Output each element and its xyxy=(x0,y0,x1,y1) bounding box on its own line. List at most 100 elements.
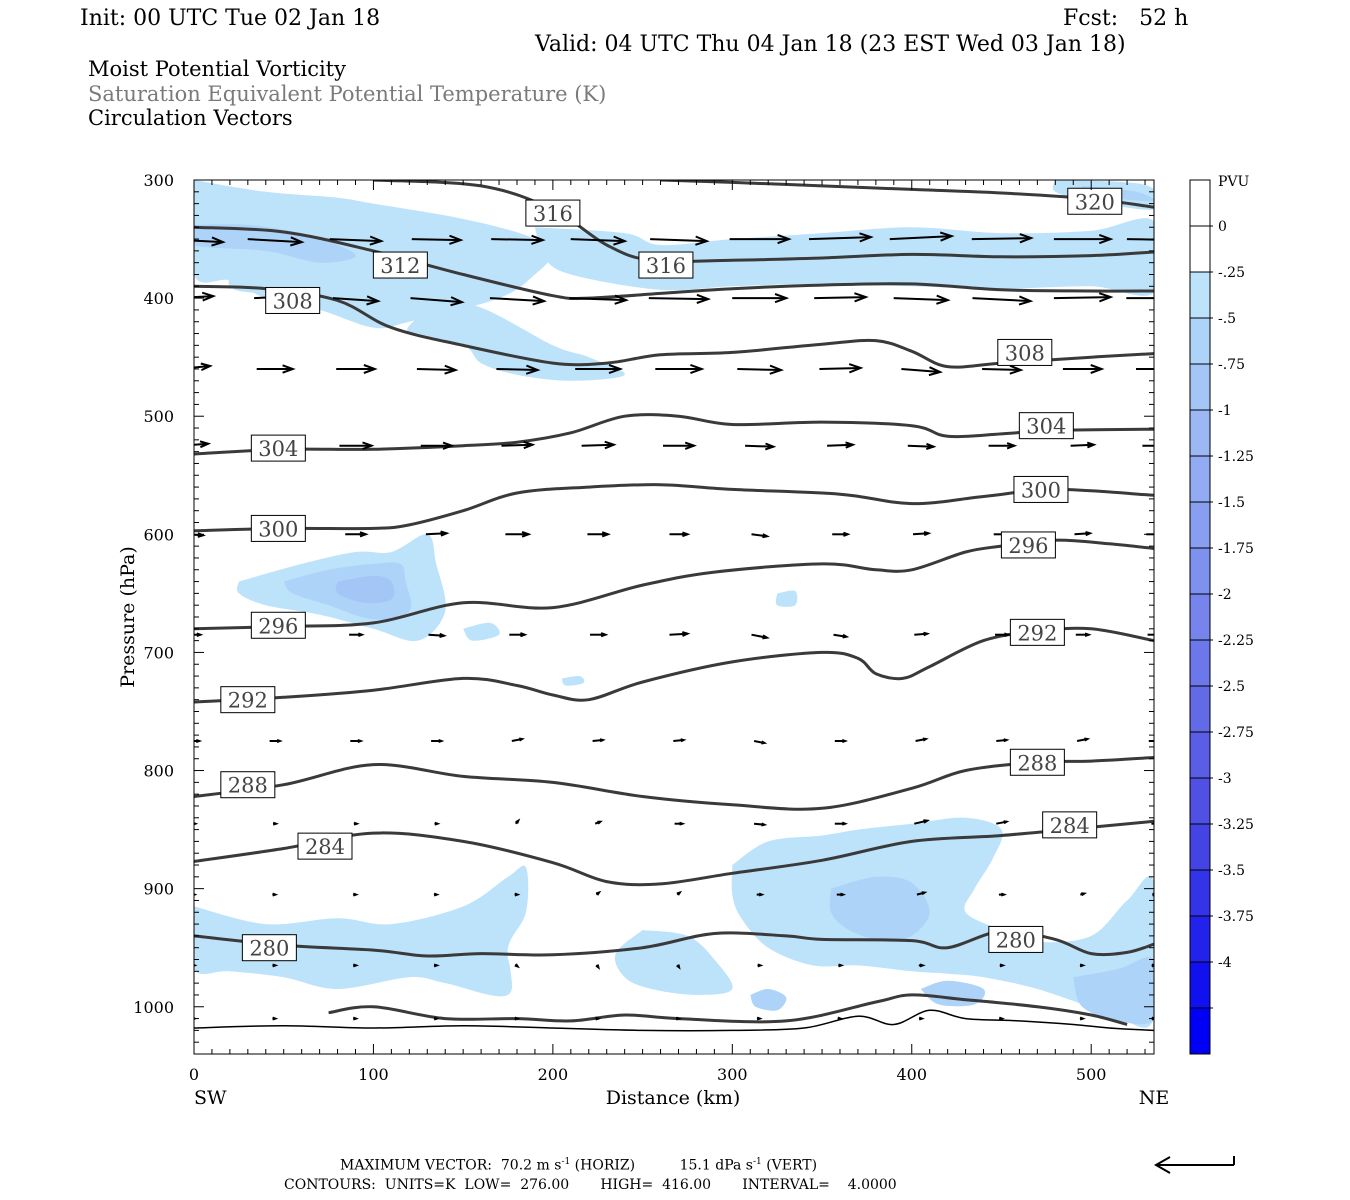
svg-text:300: 300 xyxy=(1021,478,1061,502)
max-vector-horiz: 70.2 m s xyxy=(500,1157,562,1174)
vector-1-9 xyxy=(893,294,951,305)
mpv-region-15 xyxy=(731,817,1154,1028)
vector-1-11 xyxy=(1053,292,1114,303)
x-tick-label-0: 0 xyxy=(189,1065,199,1084)
svg-text:288: 288 xyxy=(1017,751,1057,775)
colorbar-swatch-14 xyxy=(1190,824,1210,870)
vector-0-0 xyxy=(194,236,226,247)
contour-label-304-0: 304 xyxy=(250,434,306,462)
vector-3-3 xyxy=(420,441,455,450)
vector-4-3 xyxy=(425,530,450,537)
colorbar-swatch-11 xyxy=(1190,686,1210,732)
vector-0-8 xyxy=(808,232,874,243)
x-axis-right-label: NE xyxy=(1139,1087,1170,1109)
vector-2-7 xyxy=(737,364,785,375)
vector-6-5 xyxy=(592,738,606,743)
svg-text:312: 312 xyxy=(380,254,420,278)
vector-3-5 xyxy=(581,440,617,450)
contour-label-284-1: 284 xyxy=(1042,811,1098,839)
vector-8-12 xyxy=(1152,892,1154,897)
vector-2-2 xyxy=(336,364,378,374)
vector-1-0 xyxy=(194,291,217,302)
vector-1-4 xyxy=(489,295,548,306)
vector-7-12 xyxy=(1151,822,1154,826)
vector-9-10 xyxy=(999,963,1006,968)
vector-2-5 xyxy=(575,363,624,375)
colorbar-swatch-10 xyxy=(1190,640,1210,686)
vector-9-6 xyxy=(676,964,681,970)
mpv-region-17 xyxy=(1073,957,1154,1025)
colorbar-swatch-0 xyxy=(1190,180,1210,226)
colorbar-swatch-6 xyxy=(1190,456,1210,502)
vector-1-6 xyxy=(648,293,712,304)
y-tick-label-900: 900 xyxy=(143,880,174,899)
colorbar-swatch-16 xyxy=(1190,916,1210,962)
contour-label-288-1: 288 xyxy=(1009,748,1065,776)
vector-7-5 xyxy=(594,820,603,825)
contour-316 xyxy=(373,180,1154,264)
vector-3-6 xyxy=(663,441,697,450)
colorbar-label-2: -.5 xyxy=(1218,311,1236,327)
vector-1-2 xyxy=(332,295,382,306)
x-axis-title: Distance (km) xyxy=(606,1087,741,1109)
contour-label-308-1: 308 xyxy=(997,338,1053,366)
vector-5-5 xyxy=(590,632,609,638)
vector-10-2 xyxy=(352,1016,359,1021)
vector-3-9 xyxy=(907,442,937,451)
colorbar-label-9: -2.25 xyxy=(1218,633,1254,649)
colorbar-label-11: -2.75 xyxy=(1218,725,1254,741)
vector-2-1 xyxy=(256,364,296,374)
vector-7-4 xyxy=(514,818,521,825)
vector-7-8 xyxy=(834,821,849,826)
vector-5-9 xyxy=(914,631,931,637)
mpv-region-3 xyxy=(194,224,356,263)
contour-304 xyxy=(194,413,1154,456)
vector-8-7 xyxy=(756,892,765,897)
colorbar-label-5: -1.25 xyxy=(1218,449,1254,465)
vector-9-7 xyxy=(757,963,764,968)
vector-0-5 xyxy=(570,235,628,246)
reference-vector-icon xyxy=(1153,1156,1235,1174)
contour-label-300-0: 300 xyxy=(250,514,306,542)
contour-300 xyxy=(194,483,1154,533)
vector-10-9 xyxy=(918,1016,925,1021)
x-tick-label-400: 400 xyxy=(896,1065,927,1084)
vector-6-4 xyxy=(511,737,525,742)
terrain-line xyxy=(194,1009,1154,1032)
y-tick-label-500: 500 xyxy=(143,407,174,426)
colorbar-unit: PVU xyxy=(1218,174,1250,190)
colorbar-label-13: -3.25 xyxy=(1218,817,1254,833)
svg-text:292: 292 xyxy=(1017,621,1057,645)
colorbar-swatch-17 xyxy=(1190,962,1210,1008)
vector-4-7 xyxy=(751,533,770,539)
vector-6-3 xyxy=(431,739,445,744)
vector-9-11 xyxy=(1079,963,1086,968)
mpv-region-16 xyxy=(829,876,930,943)
y-tick-label-1000: 1000 xyxy=(133,998,174,1017)
theta-es-contours xyxy=(194,180,1154,1026)
vector-8-11 xyxy=(1080,892,1088,897)
colorbar-label-15: -3.75 xyxy=(1218,909,1254,925)
svg-text:284: 284 xyxy=(305,835,345,859)
horiz-unit: (HORIZ) xyxy=(574,1157,636,1174)
contour-308 xyxy=(194,284,1154,369)
vector-5-3 xyxy=(428,632,447,638)
svg-text:280: 280 xyxy=(249,937,289,961)
vector-7-6 xyxy=(674,821,686,826)
vector-10-3 xyxy=(433,1016,440,1021)
colorbar-swatch-9 xyxy=(1190,594,1210,640)
vector-8-4 xyxy=(514,892,521,897)
vector-2-11 xyxy=(1062,364,1105,374)
x-tick-label-300: 300 xyxy=(717,1065,748,1084)
vector-7-7 xyxy=(754,822,768,827)
colorbar-swatch-13 xyxy=(1190,778,1210,824)
vector-2-0 xyxy=(194,362,213,372)
y-tick-label-300: 300 xyxy=(143,171,174,190)
vector-1-10 xyxy=(972,295,1034,306)
field-name-vectors: Circulation Vectors xyxy=(88,106,293,130)
colorbar-label-14: -3.5 xyxy=(1218,863,1245,879)
vector-6-2 xyxy=(350,739,364,744)
y-tick-label-800: 800 xyxy=(143,762,174,781)
contour-label-316-1: 316 xyxy=(638,251,694,279)
